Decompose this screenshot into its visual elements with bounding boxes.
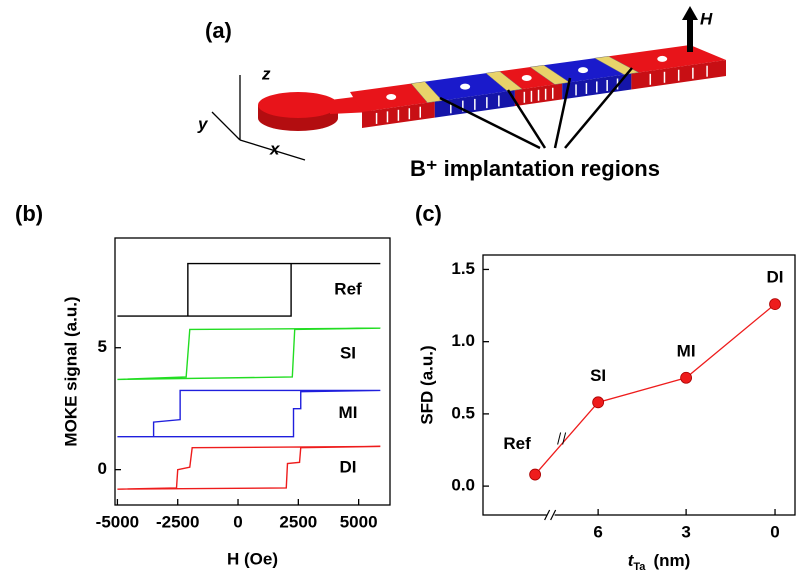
implant-region xyxy=(485,71,523,92)
plot-frame xyxy=(114,237,391,506)
x-tick-label: 3 xyxy=(681,522,690,541)
pointer-arrows xyxy=(439,67,633,150)
strip-head xyxy=(258,92,338,118)
axis-name: y xyxy=(197,114,209,133)
x-axis-label: H (Oe) xyxy=(227,549,278,568)
x-tick-label: 6 xyxy=(593,522,602,541)
hysteresis-loop xyxy=(117,262,381,317)
x-axis-label-part: (nm) xyxy=(653,551,690,570)
y-tick-label: 0.5 xyxy=(451,403,475,422)
point-label: SI xyxy=(590,366,606,385)
pointer xyxy=(439,96,541,150)
x-axis-label: tTa (nm) xyxy=(628,551,691,572)
panel-label: (c) xyxy=(415,201,442,226)
data-point xyxy=(680,371,693,384)
series-label: Ref xyxy=(334,279,362,298)
diagram xyxy=(258,45,726,131)
panel-label: (a) xyxy=(205,18,232,43)
point-label: Ref xyxy=(503,434,531,453)
moment-dot xyxy=(521,74,532,81)
implant-region xyxy=(594,56,640,75)
y-tick-label: 0 xyxy=(98,459,107,478)
coordinate-axes xyxy=(211,75,306,161)
field-arrowhead xyxy=(682,6,698,20)
series-label: MI xyxy=(339,403,358,422)
moment-dot xyxy=(460,83,471,90)
x-axis-label-part: Ta xyxy=(633,561,646,573)
panel-label: (b) xyxy=(15,201,43,226)
axis-name: x xyxy=(269,139,281,158)
moment-dot xyxy=(386,94,397,101)
x-axis-label-part: t xyxy=(628,551,635,570)
point-label: DI xyxy=(767,268,784,287)
pointer xyxy=(506,89,547,149)
x-tick-label: 2500 xyxy=(279,512,317,531)
axis-break-gap xyxy=(546,512,555,518)
x-tick-label: -2500 xyxy=(156,512,199,531)
moment-dot xyxy=(657,55,668,62)
line-break xyxy=(557,432,567,445)
data-point xyxy=(529,468,542,481)
series-label: SI xyxy=(340,343,356,362)
data-point xyxy=(769,298,781,311)
implant-region xyxy=(410,81,443,103)
y-axis-label: SFD (a.u.) xyxy=(417,345,436,424)
axis-break xyxy=(544,509,557,521)
field-label: H xyxy=(700,9,713,28)
axis-line xyxy=(211,111,241,141)
x-tick-label: 5000 xyxy=(340,512,378,531)
y-axis-label: MOKE signal (a.u.) xyxy=(61,296,80,446)
annotation: B⁺ implantation regions xyxy=(410,156,660,181)
axis-line xyxy=(239,139,306,161)
y-tick-label: 1.0 xyxy=(451,331,475,350)
x-tick-label: -5000 xyxy=(96,512,139,531)
pointer xyxy=(553,77,572,149)
series-label: DI xyxy=(340,457,357,476)
y-tick-label: 1.5 xyxy=(451,259,475,278)
x-tick-label: 0 xyxy=(233,512,242,531)
y-tick-label: 5 xyxy=(98,337,107,356)
data-line xyxy=(534,303,776,475)
axis-name: z xyxy=(261,64,271,83)
point-label: MI xyxy=(677,341,696,360)
data-point xyxy=(592,396,605,409)
y-tick-label: 0.0 xyxy=(451,476,475,495)
x-tick-label: 0 xyxy=(770,522,779,541)
moment-dot xyxy=(578,67,589,74)
pointer xyxy=(564,67,633,149)
plot-frame xyxy=(482,254,796,516)
